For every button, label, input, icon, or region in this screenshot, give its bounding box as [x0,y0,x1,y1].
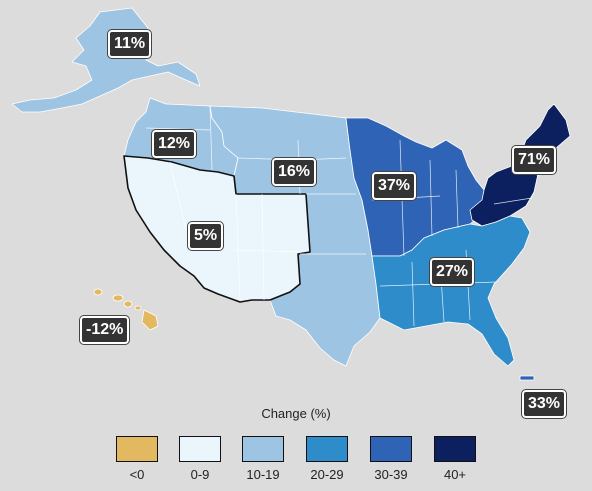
badge-alaska: 11% [108,30,152,58]
region-hawaii [93,288,159,331]
badge-hawaii: -12% [80,316,130,344]
legend-label-10-19: 10-19 [246,467,280,482]
legend-swatch-20-29 [306,436,348,462]
badge-midwest: 37% [372,172,417,200]
legend-swatch-30-39 [370,436,412,462]
badge-great-plains: 16% [272,158,317,186]
region-southeast [371,215,531,367]
legend-swatch-0-9 [179,436,221,462]
legend-swatch-40-plus [434,436,476,462]
legend-swatch-10-19 [242,436,284,462]
badge-northeast: 71% [512,146,557,174]
legend-label-20-29: 20-29 [310,467,344,482]
region-puerto-rico [519,375,535,381]
legend-label-0-9: 0-9 [190,467,210,482]
legend-label-40-plus: 40+ [443,467,467,482]
legend-swatch-lt0 [116,436,158,462]
legend-label-lt0: <0 [129,467,145,482]
badge-southeast: 27% [430,258,475,286]
legend-label-30-39: 30-39 [374,467,408,482]
badge-puerto-rico: 33% [522,390,567,418]
region-alaska [11,7,201,113]
badge-southwest: 5% [188,222,224,250]
legend-title: Change (%) [261,406,331,421]
badge-northwest: 12% [152,130,197,158]
